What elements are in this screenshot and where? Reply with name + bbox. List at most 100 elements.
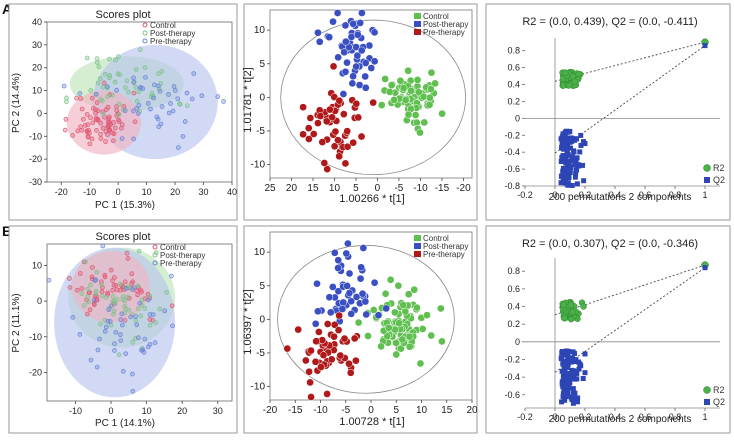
opls-a-point — [341, 21, 350, 30]
scores-a-ytick-label: 30 — [32, 40, 42, 50]
perm-b-ytick-label: -0.4 — [504, 372, 520, 382]
scores-a-point — [166, 110, 172, 116]
opls-plot-b-yticks: 10 5 0 -5 -10 — [251, 247, 270, 393]
scores-a-point — [143, 74, 148, 80]
scores-a-point — [107, 56, 112, 62]
opls-plot-b-ylabel: 1.06397 * t[2] — [242, 289, 254, 354]
scores-b-point — [114, 297, 120, 302]
scores-a-legend-post-marker — [142, 30, 148, 36]
scores-plot-a-ylabel: PC 2 (14.4%) — [11, 73, 22, 133]
perm-a-q2-point — [561, 146, 567, 152]
scores-a-point — [168, 101, 173, 106]
perm-a-q2-point — [574, 181, 580, 187]
perm-plot-a-legend: R2 Q2 — [703, 163, 725, 185]
scores-a-point — [114, 87, 119, 93]
opls-b-point — [342, 249, 351, 258]
scores-a-point — [79, 106, 85, 112]
scores-b-point — [102, 329, 108, 334]
perm-b-q2-point — [571, 350, 577, 356]
scores-b-point — [84, 311, 90, 317]
opls-b-ytick-label: -5 — [256, 348, 265, 359]
scores-b-point — [123, 351, 129, 357]
opls-a-point — [320, 159, 329, 167]
opls-b-point — [345, 289, 354, 297]
scores-b-point — [77, 332, 83, 337]
scores-b-point — [85, 286, 91, 292]
opls-a-xtick-label: -20 — [456, 183, 471, 194]
perm-b-q2-point — [561, 351, 567, 357]
perm-a-q2-point — [567, 137, 573, 143]
scores-b-point — [138, 313, 144, 319]
opls-a-point — [361, 59, 370, 67]
scores-b-point — [88, 357, 94, 363]
perm-a-q2-model-point — [702, 43, 708, 49]
scores-b-point — [94, 269, 100, 275]
perm-b-r2-point — [567, 301, 575, 309]
opls-a-point — [385, 88, 394, 96]
scores-a-point — [151, 95, 156, 101]
perm-b-q2-point — [571, 370, 577, 376]
perm-a-q2-point — [564, 153, 570, 159]
scores-b-point — [100, 243, 106, 249]
scores-b-point — [135, 292, 141, 298]
perm-b-q2-point — [560, 361, 566, 367]
opls-b-ytick-label: 10 — [254, 247, 266, 258]
opls-b-point — [377, 342, 385, 351]
scores-a-point — [137, 47, 143, 52]
perm-a-q2-point — [574, 136, 580, 142]
perm-b-q2-point — [562, 397, 568, 403]
opls-a-point — [411, 111, 420, 119]
perm-a-ytick-label: 0.2 — [507, 96, 520, 106]
scores-b-point — [103, 324, 109, 330]
perm-b-legend-r2-marker — [703, 386, 711, 394]
scores-b-point — [94, 364, 100, 370]
scores-a-point — [157, 88, 163, 94]
scores-a-point — [122, 108, 128, 113]
perm-a-q2-point — [558, 158, 564, 164]
opls-a-xtick-label: 5 — [353, 183, 359, 194]
perm-a-q2-line — [554, 45, 706, 154]
perm-b-ytick-label: 0.2 — [507, 319, 520, 329]
scores-a-point — [87, 141, 93, 147]
scores-b-point — [95, 347, 101, 353]
opls-a-point — [425, 101, 434, 109]
perm-plot-a-xlabel: 200 permutations 2 components — [549, 192, 692, 203]
scores-a-point — [63, 117, 69, 122]
opls-b-point — [345, 269, 354, 278]
perm-b-q2-point — [559, 399, 565, 405]
scores-a-point — [102, 71, 108, 77]
opls-a-point — [316, 112, 325, 120]
scores-a-ytick-label: -10 — [29, 131, 42, 141]
perm-b-q2-point — [563, 393, 569, 399]
scores-a-point — [64, 99, 69, 104]
perm-a-xtick-label: 0.4 — [609, 190, 622, 200]
scores-plot-b-title: Scores plot — [95, 231, 150, 243]
opls-b-point — [330, 248, 339, 257]
opls-a-point — [361, 72, 370, 81]
perm-a-q2-point — [573, 170, 579, 176]
opls-b-xtick-label: 5 — [393, 405, 399, 416]
scores-b-legend-post: Post-therapy — [160, 251, 205, 260]
opls-b-point — [319, 351, 328, 359]
perm-b-xtick-label: -0.2 — [517, 412, 533, 422]
opls-b-xtick-label: 15 — [441, 405, 453, 416]
scores-plot-a-points — [61, 47, 226, 150]
scores-a-point — [189, 96, 195, 102]
scores-b-ytick-label: -20 — [29, 367, 42, 377]
scores-a-point — [155, 116, 161, 122]
scores-b-point — [77, 271, 83, 276]
scores-b-point — [152, 340, 158, 345]
scores-a-legend-pre-marker — [142, 38, 148, 44]
opls-b-point — [329, 283, 337, 291]
scores-a-point — [135, 111, 141, 116]
perm-a-q2-point — [568, 165, 574, 171]
scores-a-point — [116, 112, 122, 117]
opls-b-point — [350, 334, 359, 343]
scores-b-xtick-label: 30 — [213, 406, 223, 416]
perm-plot-b-lines — [554, 264, 706, 373]
perm-a-legend-r2: R2 — [713, 163, 725, 173]
scores-b-point — [79, 291, 85, 296]
opls-plot-a-legend: Control Post-therapy Pre-therapy — [414, 12, 468, 37]
scores-b-point — [119, 311, 125, 317]
